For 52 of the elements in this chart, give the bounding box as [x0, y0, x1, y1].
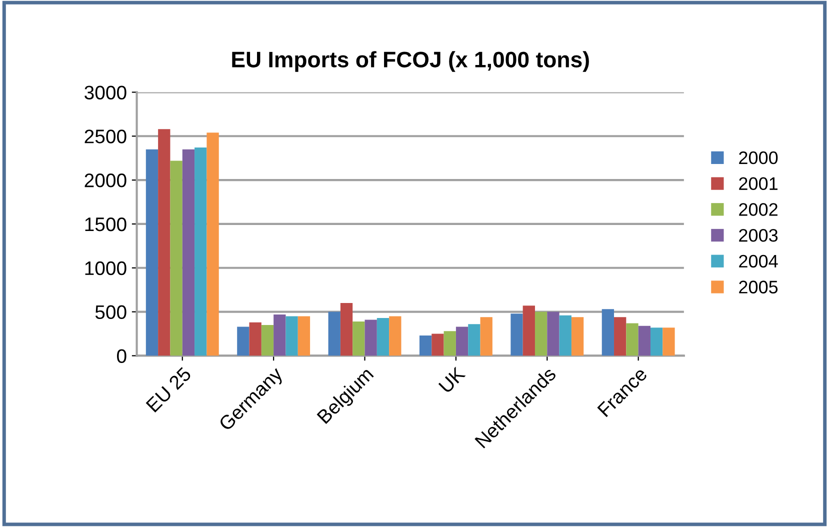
- bar: [286, 316, 298, 356]
- y-tick-label: 1500: [85, 217, 126, 232]
- bar: [534, 312, 548, 356]
- y-tick-label: 2500: [84, 130, 126, 144]
- bar: [376, 318, 390, 356]
- legend-label: 2001: [739, 177, 778, 190]
- bar: [522, 306, 535, 356]
- bar: [237, 326, 250, 356]
- bar: [456, 326, 468, 356]
- bar: [602, 309, 614, 356]
- bar: [480, 317, 492, 356]
- legend-label: 2005: [739, 280, 778, 294]
- bar: [650, 328, 663, 356]
- bar: [352, 321, 365, 356]
- y-tick-label: 500: [95, 305, 126, 320]
- y-tick-label: 3000: [84, 86, 126, 100]
- bar: [158, 129, 170, 356]
- bar: [206, 132, 219, 356]
- bar: [444, 331, 456, 356]
- bar: [432, 334, 444, 356]
- bar: [340, 303, 353, 356]
- bar: [547, 312, 560, 356]
- legend-label: 2000: [739, 151, 778, 164]
- bar: [170, 160, 182, 356]
- bar: [328, 312, 340, 356]
- bar: [626, 323, 638, 356]
- bar: [510, 314, 523, 356]
- bar: [261, 324, 274, 356]
- bar: [638, 326, 650, 356]
- bar: [559, 315, 572, 356]
- x-tick-label: UK: [438, 366, 466, 394]
- bar: [468, 324, 480, 356]
- bar: [182, 149, 195, 356]
- legend-label: 2004: [739, 254, 778, 268]
- bar: [146, 149, 158, 356]
- bar: [571, 317, 584, 356]
- bar: [389, 316, 402, 356]
- y-tick-label: 1000: [85, 261, 126, 276]
- bar: [194, 148, 207, 356]
- y-tick-label: 2000: [84, 174, 126, 188]
- legend-label: 2003: [739, 228, 778, 242]
- bar: [274, 314, 286, 356]
- x-tick-label: EU 25: [146, 366, 192, 413]
- y-tick-label: 0: [117, 349, 126, 363]
- bar: [419, 336, 432, 356]
- chart-title: EU Imports of FCOJ (x 1,000 tons): [232, 51, 589, 72]
- bar: [662, 328, 675, 356]
- legend-label: 2002: [739, 203, 778, 216]
- bar: [249, 322, 262, 356]
- bar: [364, 320, 377, 356]
- bar: [298, 316, 310, 356]
- bar: [614, 317, 626, 356]
